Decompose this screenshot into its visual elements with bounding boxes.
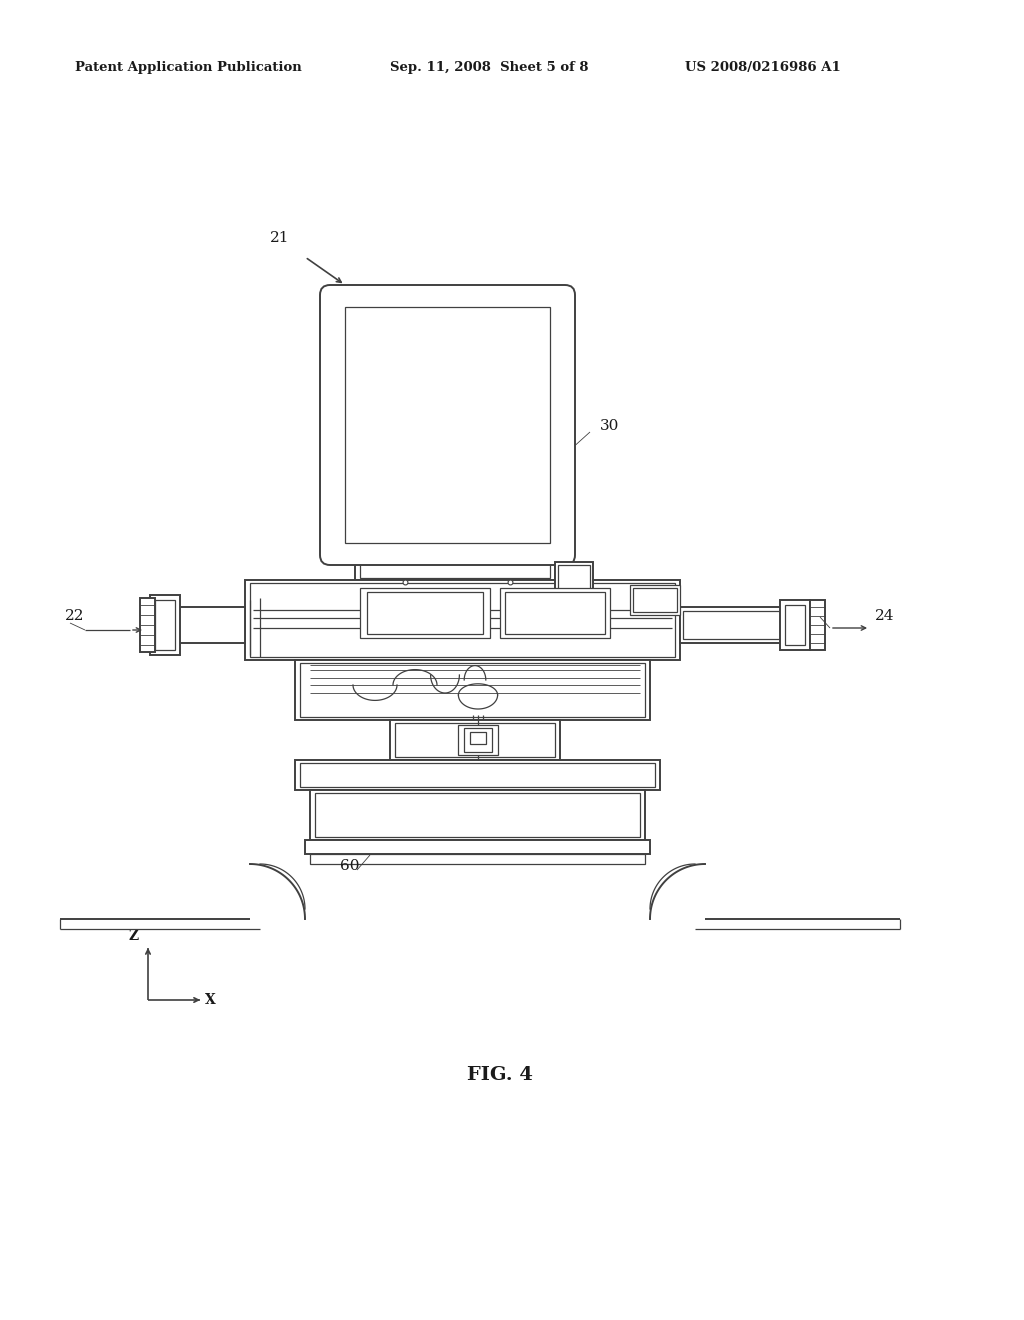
Bar [315, 793, 640, 837]
Text: 22: 22 [65, 609, 85, 623]
Bar [470, 733, 486, 744]
Text: 24: 24 [874, 609, 895, 623]
Bar [295, 760, 660, 789]
Bar [630, 585, 680, 615]
Bar [633, 587, 677, 612]
Text: 60: 60 [340, 859, 359, 873]
Text: FIG. 4: FIG. 4 [467, 1067, 532, 1084]
Bar [355, 554, 555, 579]
Bar [175, 607, 245, 643]
Bar [310, 789, 645, 840]
Bar [305, 840, 650, 854]
Bar [250, 583, 675, 657]
Bar [300, 663, 645, 717]
Text: Sep. 11, 2008  Sheet 5 of 8: Sep. 11, 2008 Sheet 5 of 8 [390, 61, 589, 74]
Bar [367, 591, 483, 634]
Bar [295, 660, 650, 719]
Text: Patent Application Publication: Patent Application Publication [75, 61, 302, 74]
Bar [458, 725, 498, 755]
Bar [395, 723, 555, 756]
Bar [505, 591, 605, 634]
Bar [555, 562, 593, 594]
Bar [150, 595, 180, 655]
Bar [558, 565, 590, 591]
Bar [464, 729, 492, 752]
FancyBboxPatch shape [319, 285, 575, 565]
Bar [360, 557, 550, 578]
Text: 21: 21 [270, 231, 290, 246]
Bar [680, 607, 790, 643]
Bar [345, 308, 550, 543]
Bar [310, 854, 645, 865]
Bar [500, 587, 610, 638]
Bar [300, 763, 655, 787]
Text: 30: 30 [600, 418, 620, 433]
Bar [245, 579, 680, 660]
Text: X: X [205, 993, 215, 1007]
Bar [683, 611, 787, 639]
Bar [390, 719, 560, 760]
Text: Z: Z [129, 929, 139, 942]
Bar [785, 605, 805, 645]
Text: US 2008/0216986 A1: US 2008/0216986 A1 [685, 61, 841, 74]
Bar [780, 601, 810, 649]
Bar [140, 598, 155, 652]
Bar [810, 601, 825, 649]
Bar [360, 587, 490, 638]
Bar [155, 601, 175, 649]
